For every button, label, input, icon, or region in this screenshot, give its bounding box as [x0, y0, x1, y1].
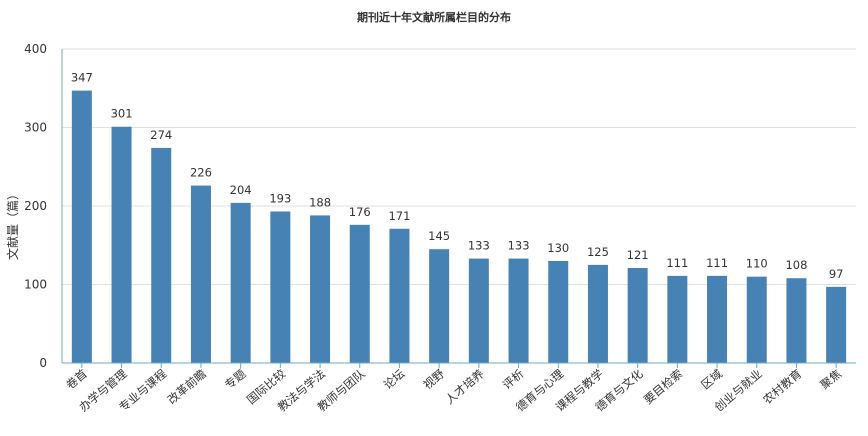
bar — [349, 224, 370, 363]
data-label: 133 — [508, 239, 530, 253]
data-label: 176 — [349, 205, 371, 219]
x-tick-label: 评析 — [500, 367, 527, 393]
bar — [270, 211, 291, 363]
x-tick-label: 区域 — [698, 366, 725, 392]
x-tick-label: 论坛 — [381, 366, 408, 392]
x-tick-label: 聚焦 — [817, 366, 844, 392]
y-tick-label: 200 — [24, 199, 47, 213]
data-label: 145 — [428, 229, 450, 243]
x-tick-label: 专题 — [222, 366, 249, 392]
x-tick-label: 卷首 — [63, 367, 90, 393]
data-label: 188 — [309, 195, 331, 209]
data-label: 171 — [388, 209, 410, 223]
data-label: 204 — [230, 183, 252, 197]
bar — [230, 202, 251, 363]
bar — [429, 249, 450, 363]
data-label: 121 — [627, 248, 649, 262]
bar — [190, 185, 211, 363]
data-label: 130 — [547, 241, 569, 255]
bar — [746, 276, 767, 363]
bar — [786, 278, 807, 363]
x-tick-label: 人才培养 — [443, 366, 488, 407]
data-label: 226 — [190, 166, 212, 180]
data-labels: 347 301 274 226 204 193 188 176 171 145 133 133 130 1… — [71, 71, 844, 281]
bar — [468, 258, 489, 363]
bar — [587, 264, 608, 363]
data-label: 301 — [111, 107, 133, 121]
y-tick-label: 400 — [24, 42, 47, 56]
bar — [111, 126, 132, 363]
x-tick-label: 改革前瞻 — [165, 367, 209, 407]
data-label: 111 — [706, 256, 728, 270]
data-label: 108 — [785, 258, 807, 272]
bar — [667, 275, 688, 363]
chart-title: 期刊近十年文献所属栏目的分布 — [357, 10, 511, 24]
bar — [707, 275, 728, 363]
bar — [627, 268, 648, 363]
data-label: 111 — [666, 256, 688, 270]
x-tick-label: 农村教育 — [760, 367, 804, 407]
data-label: 274 — [150, 128, 172, 142]
grid-lines — [62, 48, 856, 285]
y-axis-ticks: 0 100 200 300 400 — [24, 42, 47, 370]
bar — [548, 260, 569, 363]
bar — [508, 258, 529, 363]
x-tick-label: 要目检索 — [641, 367, 685, 407]
bar — [310, 215, 331, 363]
data-label: 110 — [746, 257, 768, 271]
bar — [389, 228, 410, 363]
bar — [151, 147, 172, 363]
data-label: 347 — [71, 71, 93, 85]
y-tick-label: 100 — [24, 278, 47, 292]
bars — [71, 90, 847, 363]
y-tick-label: 300 — [24, 121, 47, 135]
bar — [826, 286, 847, 363]
data-label: 97 — [829, 267, 844, 281]
data-label: 193 — [269, 191, 291, 205]
x-tick-label: 视野 — [420, 366, 447, 392]
data-label: 125 — [587, 245, 609, 259]
axes — [61, 49, 856, 364]
data-label: 133 — [468, 239, 490, 253]
y-tick-label: 0 — [39, 356, 47, 370]
y-axis-label: 文献量（篇） — [5, 188, 20, 260]
bar — [71, 90, 92, 363]
